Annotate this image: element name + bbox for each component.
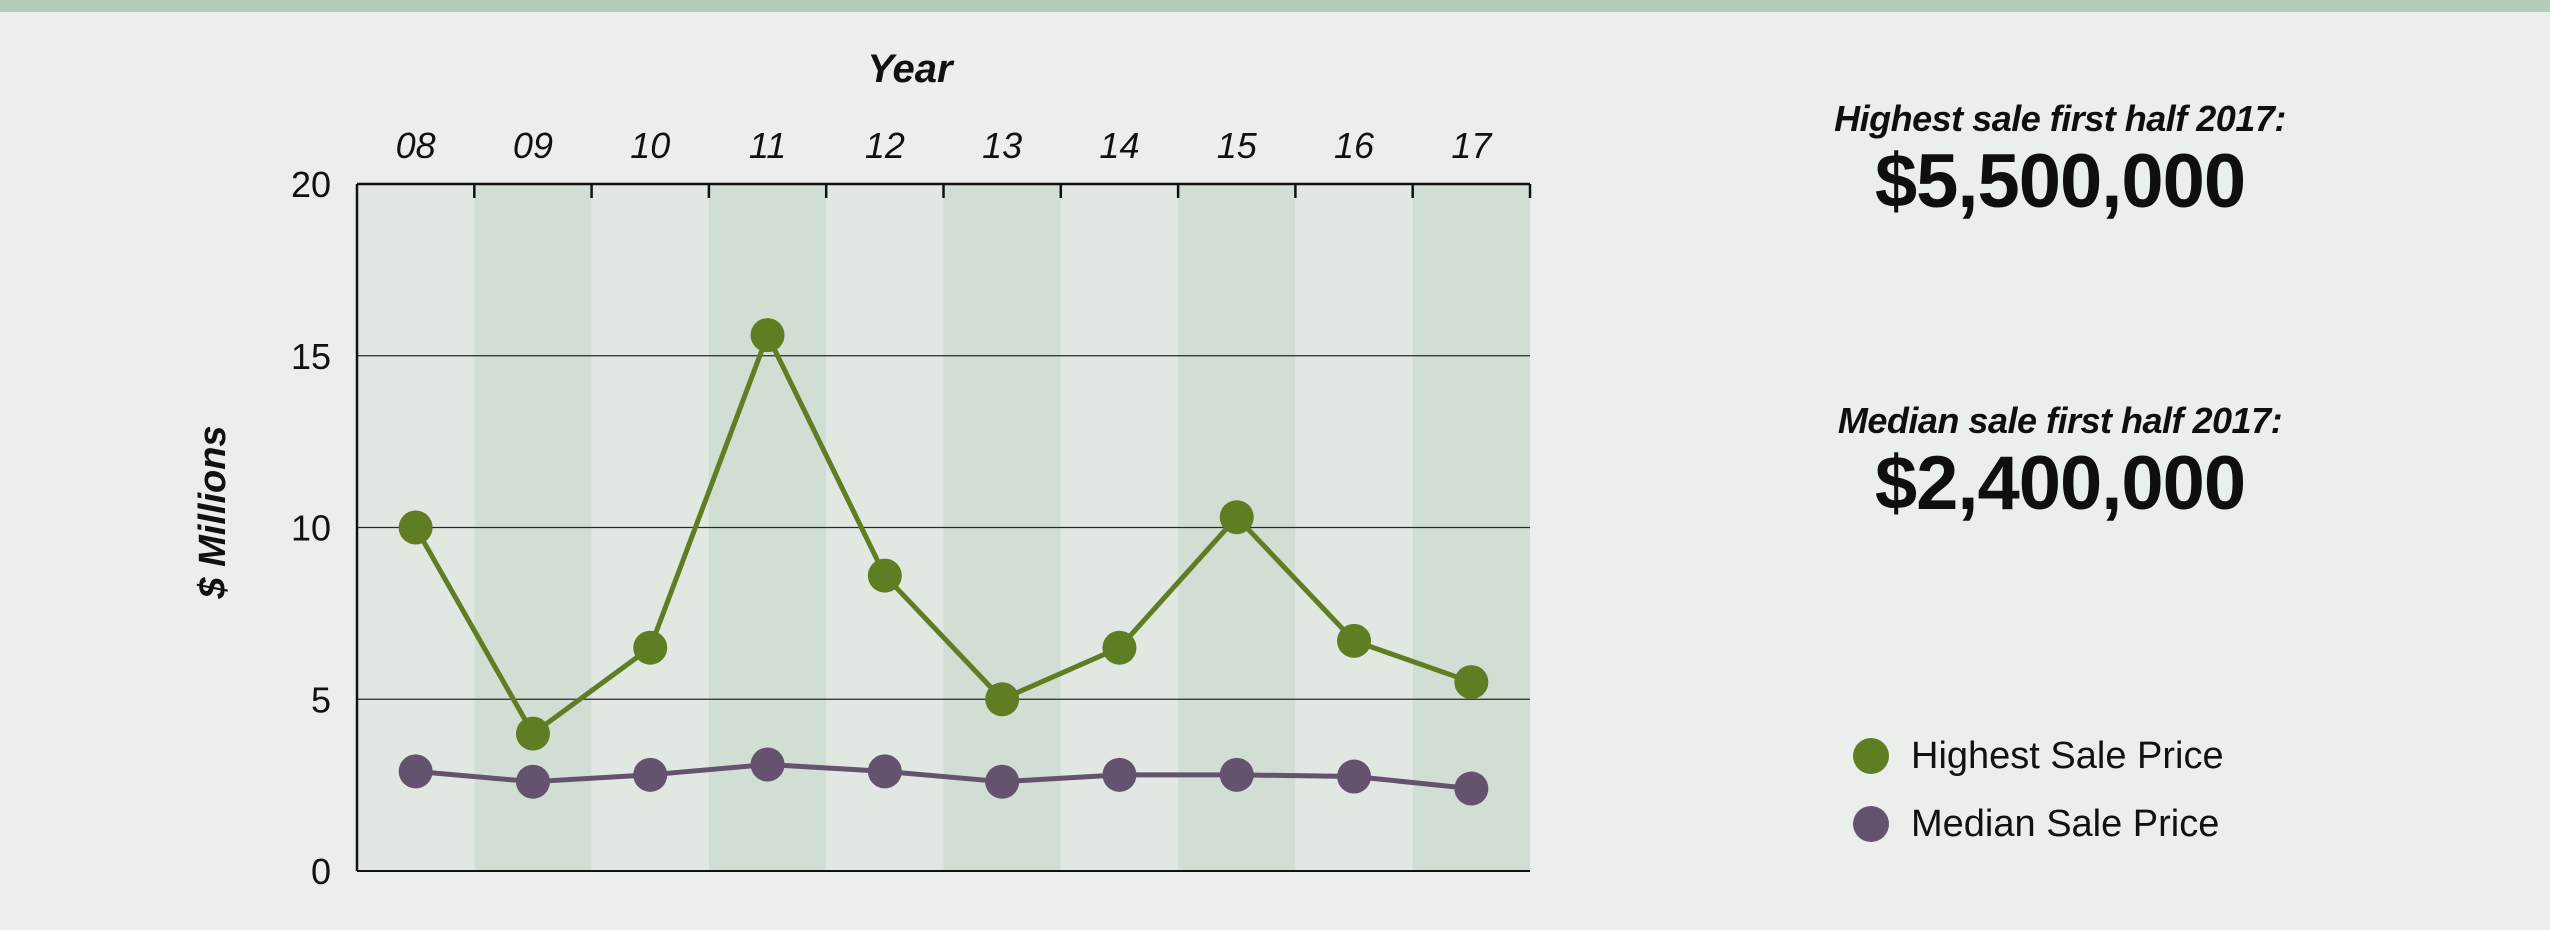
median-sale-value: $2,400,000: [1874, 441, 2246, 526]
y-tick-label: 15: [291, 336, 331, 377]
y-tick-label: 5: [311, 679, 331, 720]
legend-marker-median: [1853, 806, 1889, 842]
x-tick-label: 16: [1334, 125, 1375, 166]
data-point: [1102, 630, 1137, 665]
highest-sale-value: $5,500,000: [1874, 139, 2246, 224]
data-point: [633, 630, 668, 665]
median-sale-stat: Median sale first half 2017: $2,400,000: [1780, 400, 2340, 527]
x-tick-label: 12: [865, 125, 905, 166]
x-tick-label: 11: [749, 125, 786, 166]
y-tick-label: 0: [311, 851, 331, 892]
legend-marker-highest: [1853, 738, 1889, 774]
data-point: [515, 716, 550, 751]
x-tick-labels: 08 09 10 11 12 13 14 15 16 17: [396, 125, 1494, 166]
data-point: [1454, 665, 1489, 700]
x-tick-label: 14: [1099, 125, 1139, 166]
x-tick-label: 13: [982, 125, 1022, 166]
legend-label-median: Median Sale Price: [1911, 802, 2220, 845]
data-point: [750, 318, 785, 353]
median-sale-label: Median sale first half 2017:: [1837, 400, 2283, 441]
gridlines: [357, 355, 1530, 700]
x-tick-label: 08: [396, 125, 436, 166]
x-tick-label: 15: [1217, 125, 1258, 166]
x-tick-label: 10: [630, 125, 670, 166]
y-tick-label: 20: [291, 164, 331, 205]
top-accent-bar: [0, 0, 2550, 12]
data-point: [633, 757, 668, 792]
data-point: [867, 754, 902, 789]
data-point: [750, 747, 785, 782]
data-point: [867, 558, 902, 593]
chart-legend: Highest Sale Price Median Sale Price: [1853, 722, 2224, 858]
y-axis-title: $ Millions: [192, 425, 234, 599]
data-point: [1454, 771, 1489, 806]
legend-label-highest: Highest Sale Price: [1911, 734, 2224, 777]
data-point: [1219, 500, 1254, 535]
x-axis-title: Year: [867, 47, 955, 91]
series-group: [398, 318, 1489, 806]
y-tick-labels: 0 5 10 15 20: [291, 164, 331, 892]
series-line: [413, 332, 1473, 737]
data-point: [1219, 757, 1254, 792]
series-line: [415, 762, 1472, 792]
data-point: [1337, 623, 1372, 658]
legend-item-highest: Highest Sale Price: [1853, 722, 2224, 790]
x-tick-label: 09: [513, 125, 553, 166]
data-point: [1337, 759, 1372, 794]
x-tick-label: 17: [1451, 125, 1493, 166]
axes: [355, 182, 1532, 872]
y-tick-label: 10: [291, 508, 331, 549]
data-point: [398, 510, 433, 545]
data-point: [1102, 757, 1137, 792]
legend-item-median: Median Sale Price: [1853, 790, 2224, 858]
highest-sale-stat: Highest sale first half 2017: $5,500,000: [1780, 98, 2340, 225]
data-point: [985, 682, 1020, 717]
highest-sale-label: Highest sale first half 2017:: [1834, 98, 2286, 139]
data-point: [515, 764, 550, 799]
data-point: [985, 764, 1020, 799]
data-point: [398, 754, 433, 789]
